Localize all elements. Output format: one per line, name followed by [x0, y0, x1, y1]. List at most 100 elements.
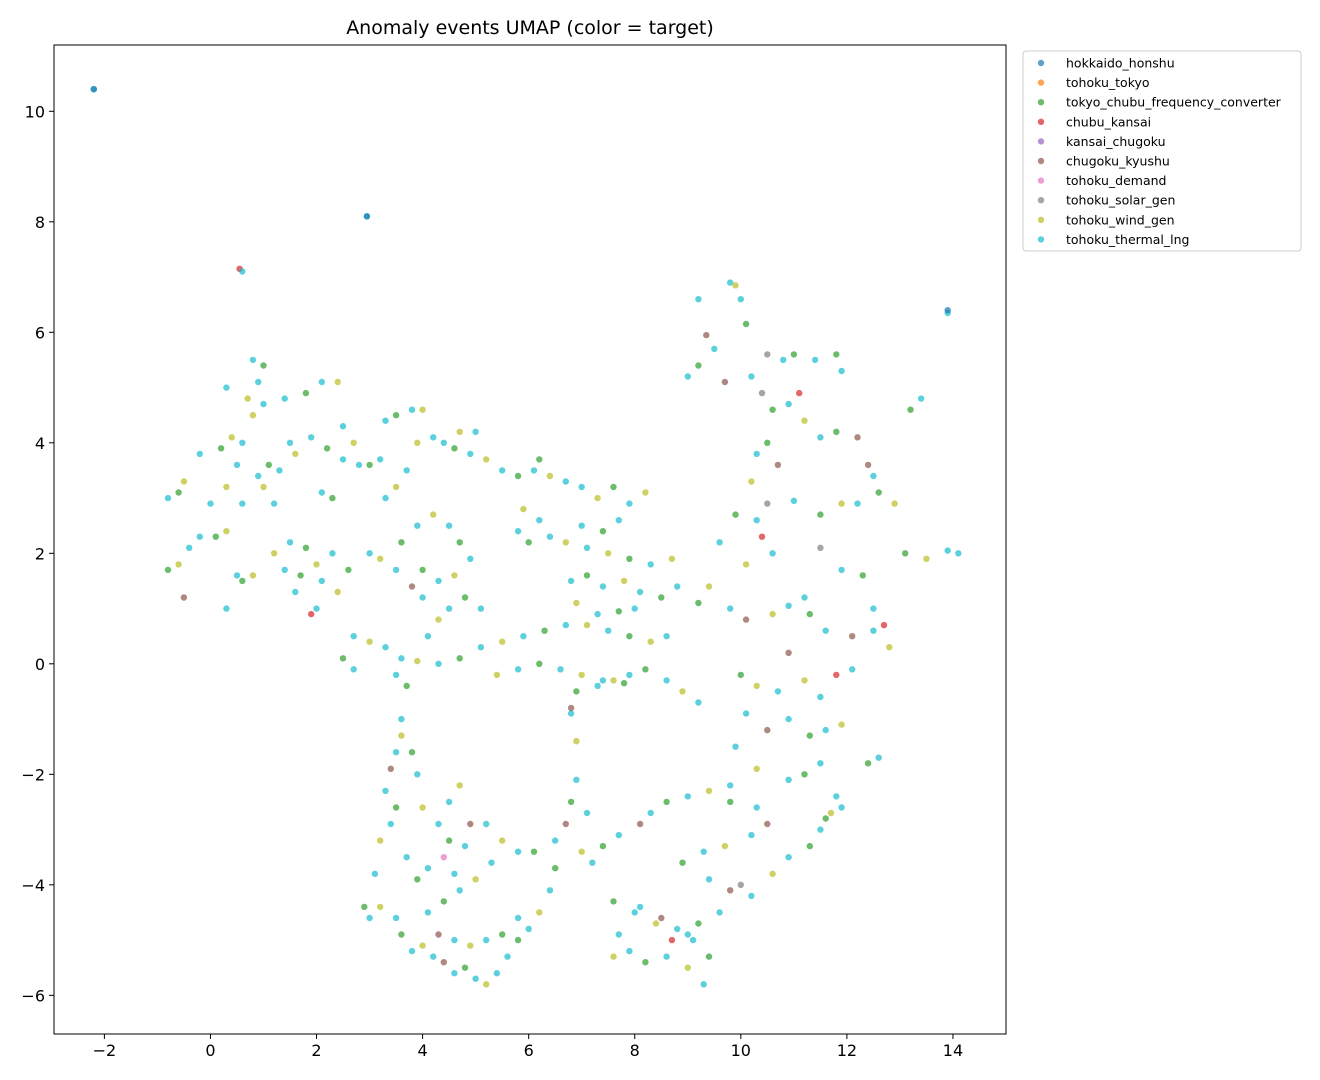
scatter-point	[451, 572, 458, 579]
scatter-point	[392, 483, 400, 491]
scatter-point	[467, 555, 474, 562]
scatter-point	[239, 577, 246, 585]
scatter-point	[430, 511, 437, 518]
scatter-point	[801, 771, 808, 778]
scatter-point	[90, 86, 98, 93]
scatter-point	[260, 362, 267, 369]
scatter-point	[318, 378, 325, 386]
scatter-point	[180, 594, 188, 601]
scatter-point	[801, 417, 808, 424]
scatter-point	[430, 953, 437, 960]
scatter-point	[419, 942, 426, 949]
scatter-point	[663, 677, 670, 684]
scatter-point	[642, 489, 649, 496]
scatter-point	[408, 406, 416, 413]
scatter-point	[573, 776, 580, 783]
scatter-point	[578, 671, 585, 679]
scatter-point	[573, 738, 580, 745]
x-tick-label: 6	[524, 1041, 534, 1060]
scatter-point	[742, 710, 750, 717]
scatter-point	[727, 279, 734, 286]
scatter-point	[785, 400, 792, 408]
scatter-point	[451, 970, 458, 977]
scatter-point	[695, 920, 702, 927]
scatter-point	[599, 677, 607, 684]
scatter-point	[435, 577, 442, 585]
scatter-point	[377, 903, 384, 911]
scatter-point	[785, 776, 792, 783]
legend-frame	[1022, 50, 1302, 252]
scatter-point	[764, 439, 771, 446]
scatter-point	[334, 378, 341, 386]
scatter-point	[546, 472, 554, 480]
scatter-point	[806, 732, 813, 739]
scatter-point	[880, 621, 888, 629]
legend-marker	[1037, 236, 1045, 243]
scatter-point	[578, 848, 585, 855]
legend-marker	[1037, 197, 1045, 204]
scatter-point	[849, 666, 856, 673]
scatter-point	[737, 881, 744, 888]
scatter-point	[817, 760, 824, 767]
scatter-point	[363, 213, 371, 220]
scatter-point	[583, 621, 591, 629]
y-tick-label: 10	[25, 102, 45, 121]
legend-label: tohoku_solar_gen	[1066, 193, 1175, 208]
scatter-point	[461, 964, 469, 971]
scatter-point	[695, 362, 702, 369]
scatter-point	[329, 494, 336, 502]
scatter-point	[567, 710, 575, 717]
scatter-point	[435, 820, 442, 828]
scatter-point	[833, 671, 840, 679]
scatter-point	[265, 461, 272, 469]
scatter-point	[196, 533, 203, 540]
scatter-point	[270, 500, 278, 507]
scatter-point	[546, 887, 554, 894]
legend-label: tokyo_chubu_frequency_converter	[1066, 95, 1282, 110]
scatter-point	[345, 566, 352, 574]
scatter-point	[467, 820, 474, 828]
scatter-point	[456, 782, 463, 789]
points-layer	[90, 86, 962, 988]
scatter-point	[260, 483, 267, 491]
scatter-point	[483, 981, 490, 988]
scatter-point	[387, 820, 394, 828]
scatter-point	[477, 605, 485, 612]
scatter-point	[870, 627, 877, 634]
scatter-point	[917, 395, 925, 402]
scatter-point	[281, 566, 288, 574]
scatter-point	[695, 599, 702, 607]
y-tick-label: −2	[21, 765, 45, 784]
scatter-point	[727, 887, 734, 894]
scatter-point	[753, 804, 760, 811]
scatter-point	[849, 633, 856, 640]
scatter-point	[732, 511, 739, 518]
scatter-point	[260, 400, 267, 408]
scatter-point	[339, 423, 347, 430]
scatter-point	[647, 561, 654, 568]
scatter-point	[456, 655, 463, 662]
scatter-point	[605, 550, 612, 557]
scatter-point	[440, 439, 447, 446]
scatter-point	[732, 743, 739, 750]
scatter-point	[636, 820, 644, 828]
scatter-point	[854, 434, 861, 441]
scatter-point	[758, 389, 766, 397]
x-tick-label: 14	[943, 1041, 963, 1060]
scatter-point	[467, 942, 474, 949]
scatter-point	[796, 389, 803, 397]
scatter-point	[536, 660, 543, 667]
scatter-point	[647, 638, 654, 645]
scatter-point	[398, 732, 405, 739]
scatter-point	[737, 296, 744, 303]
scatter-point	[864, 461, 872, 469]
scatter-point	[684, 373, 691, 380]
scatter-point	[451, 936, 458, 944]
scatter-point	[785, 854, 792, 861]
scatter-point	[366, 550, 373, 557]
scatter-point	[631, 909, 638, 916]
scatter-point	[695, 699, 702, 706]
scatter-point	[398, 715, 405, 723]
scatter-point	[827, 809, 835, 817]
legend-label: tohoku_thermal_lng	[1066, 232, 1189, 247]
